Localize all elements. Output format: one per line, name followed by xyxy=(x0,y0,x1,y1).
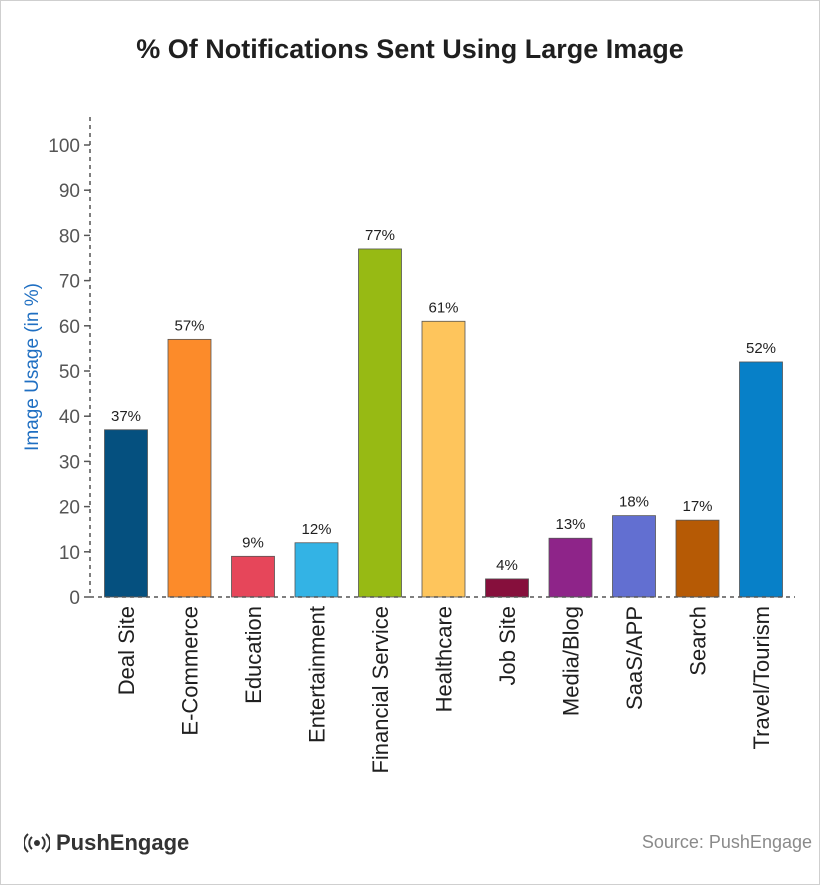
y-tick-label: 60 xyxy=(59,317,80,338)
brand-logo: PushEngage xyxy=(24,830,189,856)
y-tick-label: 30 xyxy=(59,452,80,473)
x-axis-ticks: Deal Site E-Commerce Education Entertainmen… xyxy=(114,606,774,774)
data-label: 52% xyxy=(746,340,776,357)
bar-education xyxy=(231,555,275,598)
y-tick-label: 90 xyxy=(59,181,80,202)
bar-travel-tourism xyxy=(739,361,783,598)
bar-saas-app xyxy=(612,515,656,598)
data-label: 77% xyxy=(365,227,395,244)
y-tick-label: 10 xyxy=(59,543,80,564)
bars xyxy=(104,248,783,598)
data-label: 12% xyxy=(301,521,331,538)
bar-media-blog xyxy=(548,537,593,598)
y-axis-ticks: 0 10 20 30 40 50 60 70 80 90 100 xyxy=(48,136,90,609)
brand-name: PushEngage xyxy=(56,830,190,855)
data-label: 37% xyxy=(111,408,141,425)
bar-financial-service xyxy=(358,248,402,598)
data-label: 18% xyxy=(619,494,649,511)
data-label: 4% xyxy=(496,557,518,574)
y-tick-label: 40 xyxy=(59,407,80,428)
x-tick-label: Education xyxy=(241,606,266,704)
data-label: 13% xyxy=(555,516,585,533)
y-tick-label: 20 xyxy=(59,498,80,519)
y-tick-label: 100 xyxy=(48,136,80,157)
bar-search xyxy=(675,519,720,598)
data-labels: 37% 57% 9% 12% 77% 61% 4% 13% 18% 17% 52% xyxy=(111,227,776,574)
x-tick-label: Job Site xyxy=(495,606,520,686)
x-tick-label: Entertainment xyxy=(305,606,330,743)
chart-title: % Of Notifications Sent Using Large Imag… xyxy=(136,34,684,64)
x-tick-label: Financial Service xyxy=(368,606,393,774)
bar-healthcare xyxy=(421,320,466,598)
broadcast-icon xyxy=(24,833,50,853)
data-label: 9% xyxy=(242,534,264,551)
x-tick-label: Deal Site xyxy=(114,606,139,695)
y-tick-label: 0 xyxy=(69,588,80,609)
source-note: Source: PushEngage xyxy=(641,832,812,852)
y-tick-label: 70 xyxy=(59,272,80,293)
data-label: 57% xyxy=(174,317,204,334)
x-tick-label: SaaS/APP xyxy=(622,606,647,710)
data-label: 17% xyxy=(682,498,712,515)
bar-e-commerce xyxy=(167,338,212,598)
bar-job-site xyxy=(485,578,529,598)
x-tick-label: Media/Blog xyxy=(559,606,584,716)
bar-entertainment xyxy=(294,542,339,598)
y-tick-label: 80 xyxy=(59,226,80,247)
y-axis-label: Image Usage (in %) xyxy=(22,283,43,451)
x-tick-label: Healthcare xyxy=(432,606,457,712)
bar-deal-site xyxy=(104,429,148,598)
x-tick-label: Travel/Tourism xyxy=(749,606,774,749)
data-label: 61% xyxy=(428,299,458,316)
y-tick-label: 50 xyxy=(59,362,80,383)
x-tick-label: E-Commerce xyxy=(178,606,203,736)
x-tick-label: Search xyxy=(686,606,711,676)
